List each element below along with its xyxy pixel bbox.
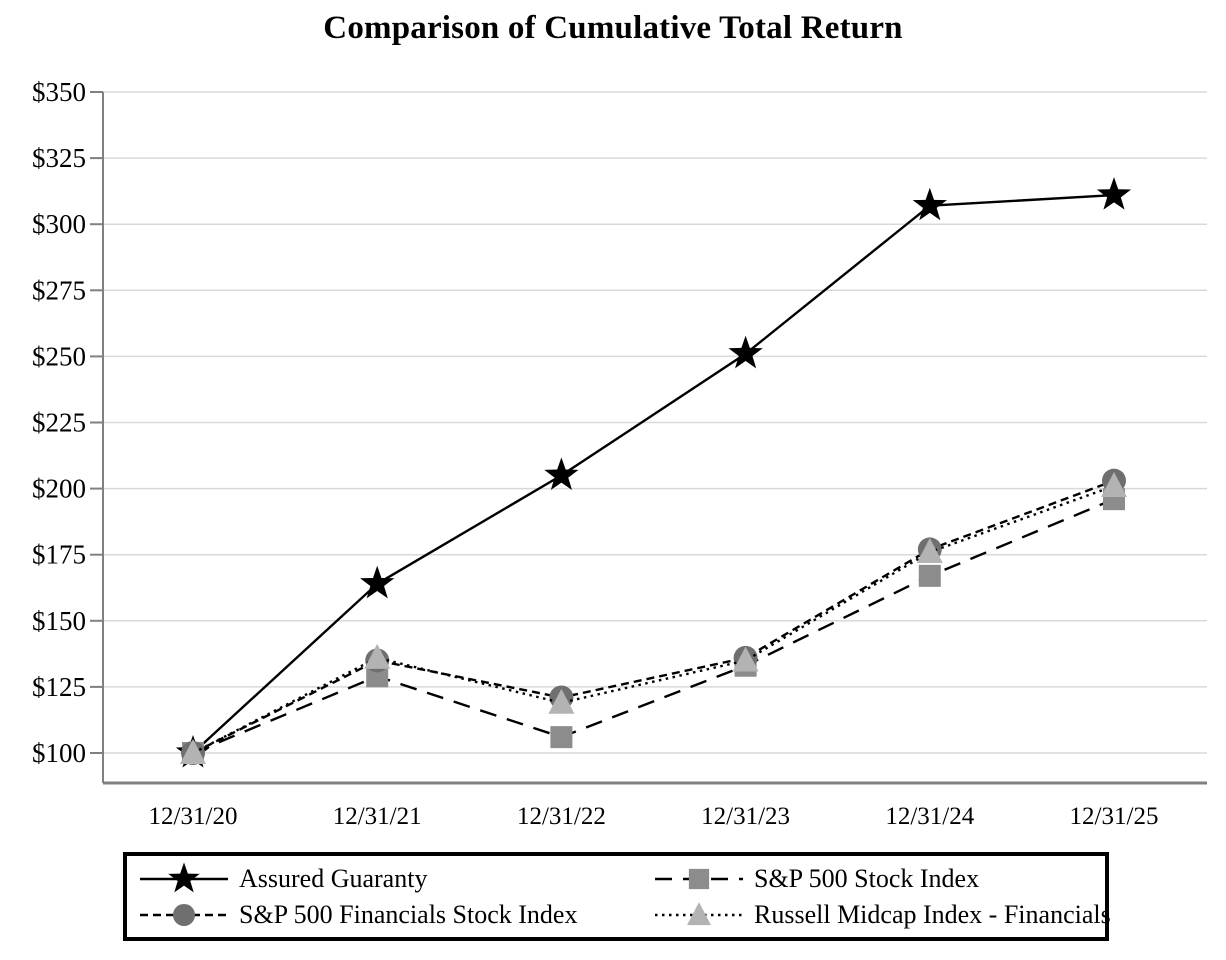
y-tick-label: $175 xyxy=(32,540,86,570)
square-marker-icon xyxy=(918,564,941,587)
triangle-marker-icon xyxy=(1101,471,1127,497)
x-tick-label: 12/31/24 xyxy=(885,803,974,830)
square-marker-icon xyxy=(688,868,710,889)
x-tick-label: 12/31/23 xyxy=(701,803,790,830)
legend-item-s-p-500-stock-index: S&P 500 Stock Index xyxy=(653,862,1111,896)
y-tick-label: $350 xyxy=(32,77,86,107)
x-tick-label: 12/31/20 xyxy=(149,803,238,830)
y-tick-label: $125 xyxy=(32,672,86,702)
square-marker-icon xyxy=(550,726,573,749)
series-line xyxy=(192,484,1115,755)
triangle-marker-icon xyxy=(916,538,943,564)
y-tick-label: $150 xyxy=(32,606,86,636)
star-marker-icon xyxy=(544,457,579,490)
x-tick-label: 12/31/25 xyxy=(1070,803,1159,830)
star-marker-icon xyxy=(360,565,395,599)
x-tick-label: 12/31/21 xyxy=(333,803,422,830)
legend-swatch-star xyxy=(140,861,228,892)
triangle-marker-icon xyxy=(364,643,391,669)
series-line xyxy=(192,479,1115,755)
legend-item-s-p-500-financials-stock-index: S&P 500 Financials Stock Index xyxy=(138,898,653,932)
axes xyxy=(90,91,1207,785)
chart-title: Comparison of Cumulative Total Return xyxy=(323,10,903,46)
circle-marker-icon xyxy=(172,903,196,926)
legend-item-assured-guaranty: Assured Guaranty xyxy=(138,861,653,896)
triangle-marker-icon xyxy=(548,688,575,714)
y-axis-labels: $100 $125 $150 $175 $200 $225 $250 $275 $300 $325… xyxy=(32,77,86,768)
y-tick-label: $325 xyxy=(32,143,86,173)
triangle-marker-icon xyxy=(180,739,206,764)
legend-label: Assured Guaranty xyxy=(239,863,428,893)
y-tick-label: $100 xyxy=(32,738,86,768)
series-line xyxy=(192,193,1115,754)
gridlines xyxy=(103,91,1207,754)
legend-label: S&P 500 Stock Index xyxy=(754,863,980,893)
triangle-marker-icon xyxy=(732,646,759,672)
y-tick-label: $300 xyxy=(32,209,86,239)
y-tick-label: $200 xyxy=(32,474,86,504)
star-marker-icon xyxy=(912,187,947,221)
legend-item-russell-midcap-index-financials: Russell Midcap Index - Financials xyxy=(653,898,1111,932)
series-assured-guaranty xyxy=(175,177,1132,768)
legend-label: S&P 500 Financials Stock Index xyxy=(239,899,578,929)
y-tick-label: $225 xyxy=(32,408,86,438)
x-axis-labels: 12/31/20 12/31/21 12/31/22 12/31/23 12/31/24… xyxy=(149,803,1159,830)
series-s-p-500-stock-index xyxy=(182,488,1125,764)
legend-label: Russell Midcap Index - Financials xyxy=(754,899,1111,929)
legend-swatch-circle xyxy=(140,903,228,926)
star-marker-icon xyxy=(1096,177,1132,210)
triangle-marker-icon xyxy=(687,901,711,925)
y-tick-label: $250 xyxy=(32,341,86,371)
star-marker-icon xyxy=(728,335,763,369)
legend-swatch-triangle xyxy=(655,901,743,925)
legend-swatch-square xyxy=(655,868,743,889)
series-s-p-500-financials-stock-index xyxy=(181,468,1126,765)
x-tick-label: 12/31/22 xyxy=(517,803,606,830)
series-russell-midcap-index-financials xyxy=(180,471,1127,764)
star-marker-icon xyxy=(168,861,200,892)
series-line xyxy=(192,498,1115,755)
legend-box: Assured Guaranty S&P 500 Stock Index S&P 5… xyxy=(123,852,1111,941)
y-tick-label: $275 xyxy=(32,275,86,305)
